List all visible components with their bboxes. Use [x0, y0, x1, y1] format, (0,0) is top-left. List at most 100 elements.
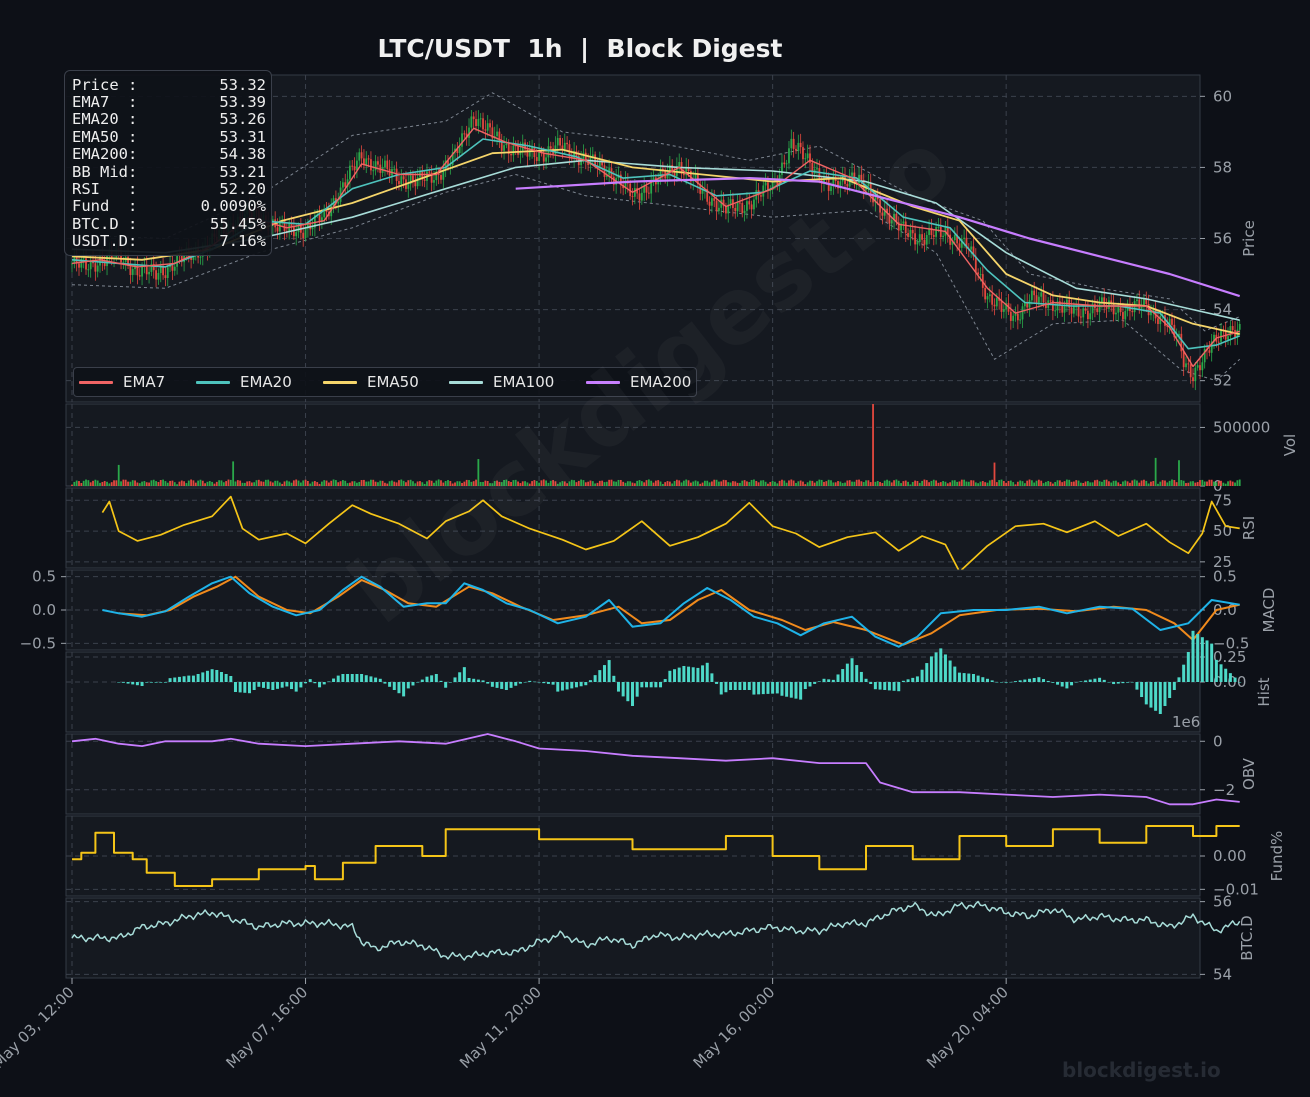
volume-bar: [811, 480, 814, 486]
volume-bar: [171, 480, 174, 486]
candle-up: [769, 189, 772, 192]
candle-up: [563, 142, 566, 150]
histogram-bar: [1182, 664, 1186, 682]
volume-bar: [907, 481, 909, 486]
volume-bar: [377, 482, 379, 486]
volume-bar: [1234, 482, 1236, 486]
candle-down: [1217, 341, 1220, 343]
volume-bar: [365, 481, 368, 486]
volume-bar: [645, 480, 648, 486]
volume-bar: [1178, 460, 1180, 486]
volume-bar: [911, 482, 914, 486]
volume-bar: [993, 462, 996, 486]
volume-bar: [757, 482, 760, 486]
volume-bar: [928, 482, 930, 486]
histogram-bar: [280, 682, 284, 688]
volume-bar: [531, 481, 533, 486]
histogram-bar: [299, 682, 303, 688]
volume-bar: [1173, 480, 1176, 486]
candle-down: [430, 172, 433, 183]
volume-bar: [108, 483, 111, 486]
histogram-bar: [640, 682, 644, 688]
histogram-bar: [551, 682, 555, 685]
candle-down: [907, 233, 909, 237]
candle-up: [806, 153, 809, 159]
candle-down: [795, 148, 797, 151]
candle-down: [619, 174, 622, 185]
candle-down: [739, 202, 741, 204]
histogram-bar: [631, 682, 634, 706]
volume-bar: [1238, 479, 1241, 486]
histogram-bar: [355, 674, 359, 682]
volume-bar: [85, 479, 87, 486]
volume-bar: [96, 480, 99, 486]
histogram-bar: [976, 675, 980, 682]
histogram-bar: [911, 677, 915, 682]
volume-bar: [1129, 482, 1131, 486]
histogram-bar: [304, 682, 308, 684]
y-tick-label: 58: [1213, 158, 1232, 176]
candle-up: [538, 152, 540, 161]
volume-bar: [711, 481, 713, 486]
candle-up: [797, 142, 800, 151]
volume-bar: [507, 481, 510, 486]
candle-up: [82, 258, 85, 260]
candle-down: [1061, 304, 1064, 313]
candle-up: [890, 220, 893, 224]
volume-bar: [1101, 481, 1103, 486]
volume-bar: [692, 481, 695, 486]
volume-bar: [1224, 483, 1227, 486]
volume-bar: [734, 481, 737, 486]
candle-up: [278, 222, 281, 232]
candle-down: [351, 165, 354, 167]
histogram-bar: [332, 678, 336, 682]
volume-bar: [974, 482, 977, 486]
candle-down: [1192, 377, 1194, 382]
candle-up: [1238, 324, 1241, 330]
volume-bar: [437, 479, 440, 486]
volume-bar: [500, 482, 503, 486]
candle-up: [918, 234, 921, 243]
volume-bar: [713, 479, 716, 486]
candle-up: [867, 182, 870, 187]
volume-bar: [169, 480, 171, 486]
volume-bar: [325, 480, 328, 486]
volume-bar: [879, 481, 881, 486]
volume-bar: [1164, 480, 1166, 486]
volume-bar: [949, 482, 952, 486]
volume-bar: [346, 483, 349, 486]
histogram-bar: [710, 673, 714, 682]
volume-bar: [694, 480, 697, 486]
volume-bar: [925, 480, 928, 486]
volume-bar: [825, 481, 828, 486]
candle-up: [131, 269, 134, 275]
y-tick-label: 0: [1213, 732, 1223, 750]
volume-bar: [785, 482, 788, 486]
volume-bar: [222, 482, 225, 486]
y-axis-label: MACD: [1260, 588, 1278, 633]
volume-bar: [748, 482, 751, 486]
histogram-bar: [733, 682, 737, 690]
candle-down: [94, 263, 97, 272]
y-tick-label: 50: [1213, 522, 1232, 540]
volume-bar: [589, 480, 592, 486]
volume-bar: [421, 482, 424, 486]
candle-up: [1021, 306, 1024, 320]
candle-up: [1227, 336, 1229, 340]
histogram-bar: [822, 678, 826, 682]
candle-down: [993, 304, 996, 307]
candle-down: [897, 222, 900, 231]
histogram-bar: [1210, 643, 1214, 682]
candle-up: [685, 167, 688, 176]
candle-down: [367, 158, 370, 160]
candle-up: [159, 267, 162, 273]
volume-bar: [360, 480, 363, 486]
candle-down: [542, 152, 545, 162]
info-row: Fund :0.0090%: [72, 197, 266, 215]
candle-up: [774, 180, 776, 182]
volume-bar: [134, 480, 136, 486]
volume-bar: [895, 479, 898, 486]
volume-bar: [461, 482, 463, 486]
volume-bar: [995, 482, 998, 486]
volume-bar: [605, 481, 608, 486]
